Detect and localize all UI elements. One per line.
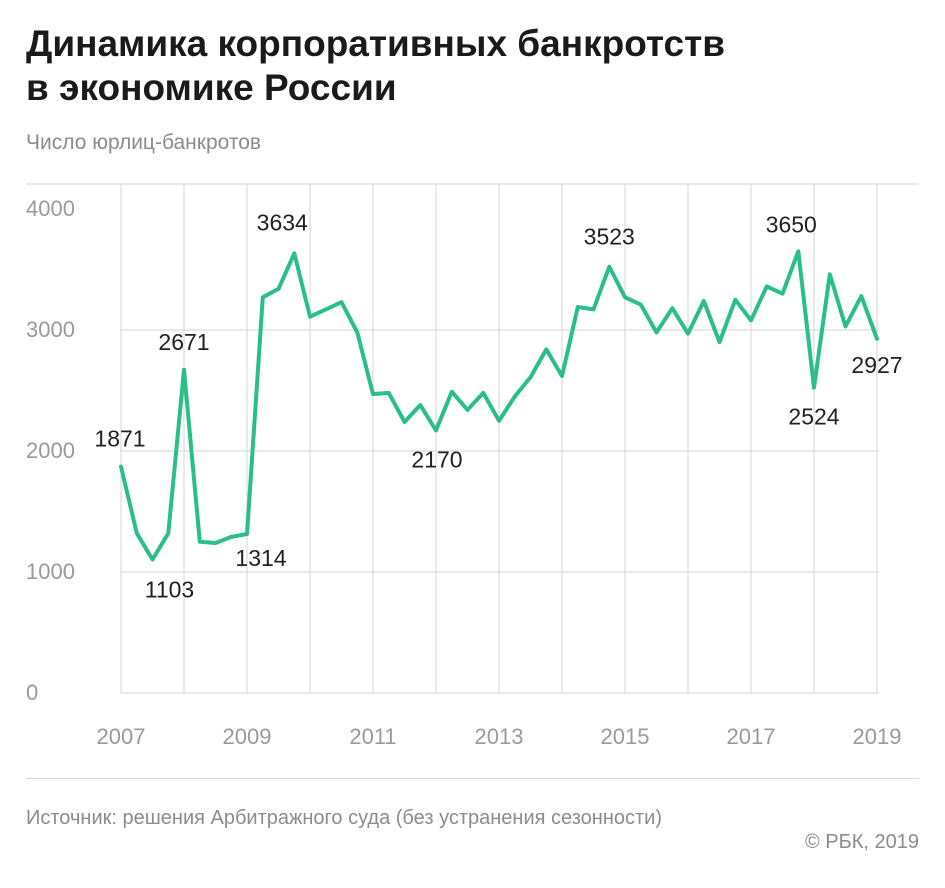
data-label: 1871	[94, 426, 145, 452]
source-note: Источник: решения Арбитражного суда (без…	[26, 807, 662, 829]
x-tick-label: 2013	[475, 724, 524, 749]
chart-subtitle: Число юрлиц-банкротов	[26, 131, 262, 154]
data-label: 2671	[158, 329, 209, 355]
label-layer: 0 1000 2000 3000 4000 2007 2009 2011 2013 2015 201…	[26, 196, 903, 749]
series-line	[119, 249, 879, 562]
y-tick-label: 1000	[26, 559, 75, 584]
data-label: 2170	[411, 446, 462, 472]
x-tick-label: 2011	[349, 724, 396, 749]
x-tick-label: 2017	[727, 724, 776, 749]
y-tick-label: 2000	[26, 438, 75, 463]
data-label: 2524	[788, 404, 839, 430]
series-layer	[119, 249, 879, 562]
data-label: 3523	[584, 224, 635, 250]
data-label: 3634	[257, 209, 308, 235]
chart-title-line-2: в экономике России	[26, 67, 397, 108]
chart-title-line-1: Динамика корпоративных банкротств	[26, 23, 725, 64]
data-label: 3650	[766, 211, 817, 237]
x-tick-label: 2019	[853, 724, 902, 749]
y-tick-label: 3000	[26, 317, 75, 342]
x-tick-label: 2009	[223, 724, 272, 749]
x-tick-label: 2007	[97, 724, 146, 749]
x-tick-label: 2015	[601, 724, 650, 749]
copyright-note: © РБК, 2019	[804, 831, 919, 853]
y-tick-label: 0	[26, 680, 38, 705]
footer-divider	[26, 778, 919, 779]
data-label: 1314	[235, 545, 286, 571]
y-tick-label: 4000	[26, 196, 75, 221]
grid-layer	[26, 183, 919, 694]
chart-title: Динамика корпоративных банкротств в экон…	[26, 22, 906, 110]
data-label: 2927	[851, 352, 902, 378]
data-label: 1103	[145, 577, 194, 603]
